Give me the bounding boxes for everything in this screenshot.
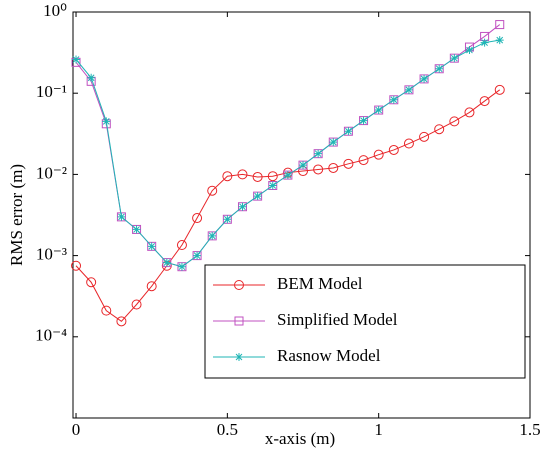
marker [344, 127, 353, 136]
marker [495, 20, 505, 30]
marker [343, 158, 354, 169]
marker [238, 202, 247, 211]
marker [267, 171, 278, 182]
marker [373, 149, 384, 160]
marker [419, 131, 430, 142]
marker [253, 192, 262, 201]
marker [450, 54, 459, 63]
marker [404, 85, 413, 94]
marker [72, 55, 81, 64]
marker [146, 281, 157, 292]
marker [102, 117, 111, 126]
marker [403, 138, 414, 149]
y-tick-label: 10⁻³ [36, 245, 67, 264]
marker [147, 242, 156, 251]
y-tick-label: 10⁻⁴ [35, 326, 67, 345]
marker [176, 240, 187, 251]
x-axis-label: x-axis (m) [265, 429, 335, 448]
x-tick-label: 1.5 [519, 420, 540, 439]
marker [299, 161, 308, 170]
marker [116, 316, 127, 327]
x-tick-label: 0 [72, 420, 81, 439]
marker [434, 124, 445, 135]
marker [359, 116, 368, 125]
marker [193, 251, 202, 260]
marker [222, 171, 233, 182]
marker [494, 84, 505, 95]
marker [389, 95, 398, 104]
x-tick-label: 0.5 [217, 420, 238, 439]
marker [480, 38, 489, 47]
y-tick-label: 10⁻² [36, 163, 67, 182]
legend-marker [235, 353, 243, 361]
legend-label: Rasnow Model [277, 346, 381, 365]
marker [464, 107, 475, 118]
legend-label: Simplified Model [277, 310, 398, 329]
marker [208, 231, 217, 240]
marker [237, 169, 248, 180]
x-tick-label: 1 [374, 420, 383, 439]
marker [223, 215, 232, 224]
marker [449, 116, 460, 127]
marker [132, 225, 141, 234]
y-tick-label: 10⁻¹ [36, 82, 67, 101]
y-tick-label: 10⁰ [43, 1, 67, 20]
marker [268, 181, 277, 190]
marker [465, 46, 474, 55]
marker [435, 64, 444, 73]
marker [162, 258, 171, 267]
marker [101, 305, 112, 316]
marker [328, 162, 339, 173]
marker [131, 299, 142, 310]
marker [479, 96, 490, 107]
marker [252, 171, 263, 182]
marker [86, 277, 97, 288]
marker [358, 155, 369, 166]
marker [313, 164, 324, 175]
marker [192, 213, 203, 224]
legend-marker [234, 316, 244, 326]
marker [420, 74, 429, 83]
legend-label: BEM Model [277, 274, 363, 293]
y-axis-label: RMS error (m) [7, 164, 26, 266]
marker [207, 185, 218, 196]
legend-marker [234, 280, 244, 290]
marker [71, 260, 82, 271]
marker [329, 138, 338, 147]
marker [314, 149, 323, 158]
marker [117, 212, 126, 221]
marker [87, 73, 96, 82]
marker [388, 144, 399, 155]
marker [495, 36, 504, 45]
marker [283, 171, 292, 180]
marker [177, 262, 186, 271]
marker [374, 106, 383, 115]
